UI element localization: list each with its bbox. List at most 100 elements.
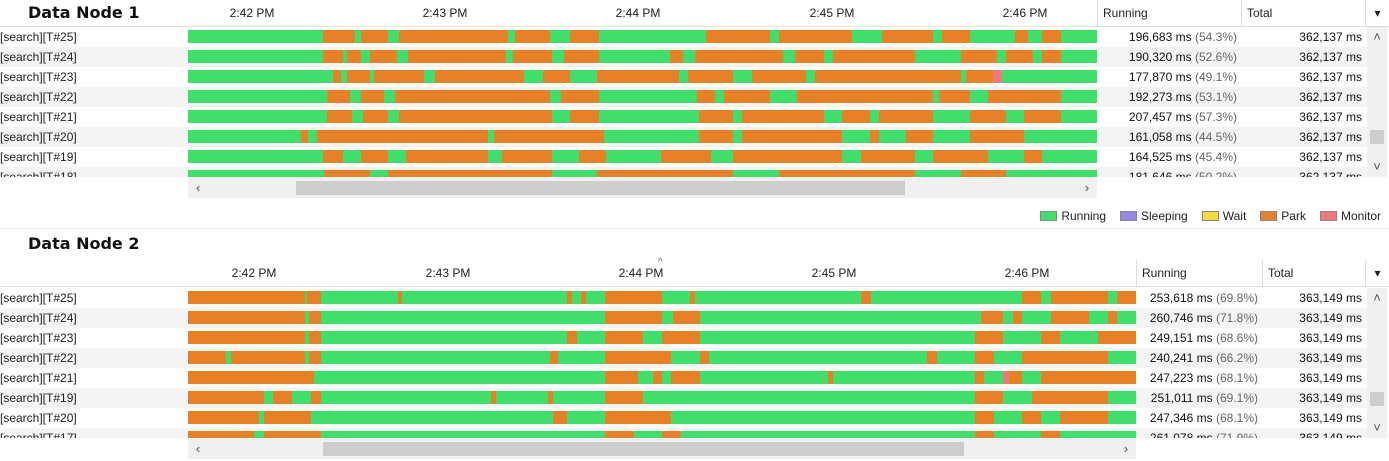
park-segment xyxy=(515,30,550,43)
scroll-right-icon[interactable]: › xyxy=(1123,441,1129,456)
running-segment xyxy=(842,150,861,163)
thread-row[interactable]: [search][T#22] 192,273 ms (53.1%) 362,137 … xyxy=(0,87,1367,107)
thread-row[interactable]: [search][T#25] 196,683 ms (54.3%) 362,137 … xyxy=(0,27,1367,47)
running-segment xyxy=(1022,311,1051,324)
running-time-cell: 260,746 ms (71.8%) xyxy=(1136,308,1262,328)
running-time-cell: 251,011 ms (69.1%) xyxy=(1136,388,1262,408)
park-segment xyxy=(188,311,305,324)
horizontal-scrollbar[interactable]: ‹ › xyxy=(188,439,1136,459)
thread-name: [search][T#23] xyxy=(0,331,77,345)
vertical-scrollbar[interactable]: ˄ ˅ xyxy=(1367,288,1387,438)
running-column-header[interactable]: Running xyxy=(1097,0,1241,26)
vertical-scrollbar[interactable]: ˄ ˅ xyxy=(1367,27,1387,177)
scroll-left-icon[interactable]: ‹ xyxy=(195,441,201,456)
panel-title: Data Node 1 xyxy=(28,3,140,22)
park-segment xyxy=(374,70,425,83)
park-segment xyxy=(273,391,293,404)
thread-timeline xyxy=(188,90,1097,103)
thread-row[interactable]: [search][T#24] 260,746 ms (71.8%) 363,149 … xyxy=(0,308,1367,328)
thread-timeline xyxy=(188,50,1097,63)
scroll-down-icon[interactable]: ˅ xyxy=(1373,420,1381,435)
park-segment xyxy=(605,291,662,304)
running-time: 249,151 ms xyxy=(1149,331,1213,345)
running-segment xyxy=(292,391,312,404)
monitor-segment xyxy=(1003,371,1009,384)
park-segment xyxy=(751,70,807,83)
park-segment xyxy=(263,431,321,438)
running-segment xyxy=(320,351,551,364)
thread-name: [search][T#24] xyxy=(0,311,77,325)
running-segment xyxy=(424,70,436,83)
running-segment xyxy=(699,371,828,384)
thread-list: [search][T#25] 196,683 ms (54.3%) 362,137 … xyxy=(0,27,1367,177)
thread-row[interactable]: [search][T#21] 247,223 ms (68.1%) 363,149 … xyxy=(0,368,1367,388)
data-node-2-panel: Data Node 2 2:42 PM 2:43 PM 2:44 PM ^ 2:… xyxy=(0,232,1389,461)
running-segment xyxy=(551,150,579,163)
park-segment xyxy=(1060,411,1108,424)
park-segment xyxy=(815,70,961,83)
thread-row[interactable]: [search][T#25] 253,618 ms (69.8%) 363,149 … xyxy=(0,288,1367,308)
column-menu-icon[interactable]: ▾ xyxy=(1365,0,1389,26)
thread-row[interactable]: [search][T#22] 240,241 ms (66.2%) 363,149 … xyxy=(0,348,1367,368)
running-segment xyxy=(699,311,981,324)
thread-row[interactable]: [search][T#23] 177,870 ms (49.1%) 362,137 … xyxy=(0,67,1367,87)
scroll-up-icon[interactable]: ˄ xyxy=(1373,290,1381,305)
running-segment xyxy=(987,150,1025,163)
panel-title: Data Node 2 xyxy=(28,234,140,253)
thread-row[interactable]: [search][T#17] 261,078 ms (71.9%) 363,149 … xyxy=(0,428,1367,438)
horizontal-scrollbar[interactable]: ‹ › xyxy=(188,178,1097,198)
scroll-thumb[interactable] xyxy=(296,181,905,195)
running-time: 181,646 ms xyxy=(1128,170,1192,177)
thread-row[interactable]: [search][T#18] 181,646 ms (50.2%) 362,137 … xyxy=(0,167,1367,177)
thread-row[interactable]: [search][T#20] 247,346 ms (68.1%) 363,149 … xyxy=(0,408,1367,428)
scroll-left-icon[interactable]: ‹ xyxy=(195,180,201,195)
park-segment xyxy=(662,431,681,438)
running-segment xyxy=(783,50,796,63)
thread-row[interactable]: [search][T#20] 161,058 ms (44.5%) 362,137 … xyxy=(0,127,1367,147)
park-segment xyxy=(309,331,321,344)
running-segment xyxy=(842,130,870,143)
running-percent: (44.5%) xyxy=(1194,130,1237,144)
thread-row[interactable]: [search][T#23] 249,151 ms (68.6%) 363,149 … xyxy=(0,328,1367,348)
park-segment xyxy=(974,431,994,438)
park-segment xyxy=(398,110,552,123)
park-segment xyxy=(861,291,871,304)
running-segment xyxy=(311,411,553,424)
park-segment xyxy=(360,90,385,103)
scroll-down-icon[interactable]: ˅ xyxy=(1373,159,1381,174)
total-column-header[interactable]: Total xyxy=(1241,0,1365,26)
scroll-right-icon[interactable]: › xyxy=(1084,180,1090,195)
park-segment xyxy=(491,391,497,404)
total-column-header[interactable]: Total xyxy=(1262,260,1365,286)
park-segment xyxy=(906,130,934,143)
running-segment xyxy=(997,50,1007,63)
park-segment xyxy=(1024,110,1061,123)
thread-row[interactable]: [search][T#24] 190,320 ms (52.6%) 362,137 … xyxy=(0,47,1367,67)
running-segment xyxy=(680,431,975,438)
scroll-thumb[interactable] xyxy=(1370,130,1384,144)
thread-row[interactable]: [search][T#21] 207,457 ms (57.3%) 362,137 … xyxy=(0,107,1367,127)
column-menu-icon[interactable]: ▾ xyxy=(1365,260,1389,286)
thread-row[interactable]: [search][T#19] 251,011 ms (69.1%) 363,149 … xyxy=(0,388,1367,408)
running-time-cell: 247,223 ms (68.1%) xyxy=(1136,368,1262,388)
park-segment xyxy=(317,130,488,143)
park-segment xyxy=(322,150,343,163)
running-time: 196,683 ms xyxy=(1128,30,1192,44)
running-segment xyxy=(320,311,606,324)
running-segment xyxy=(1060,431,1136,438)
running-segment xyxy=(969,30,1016,43)
running-time-cell: 253,618 ms (69.8%) xyxy=(1136,288,1262,308)
running-segment xyxy=(662,371,672,384)
running-column-header[interactable]: Running xyxy=(1136,260,1262,286)
park-segment xyxy=(980,311,1004,324)
thread-row[interactable]: [search][T#19] 164,525 ms (45.4%) 362,137 … xyxy=(0,147,1367,167)
park-segment xyxy=(1022,351,1108,364)
running-segment xyxy=(769,30,779,43)
scroll-up-icon[interactable]: ˄ xyxy=(1373,29,1381,44)
scroll-thumb[interactable] xyxy=(323,442,964,456)
running-segment xyxy=(984,371,1004,384)
park-segment xyxy=(927,351,937,364)
monitor-segment xyxy=(993,70,1003,83)
scroll-thumb[interactable] xyxy=(1370,392,1384,406)
running-segment xyxy=(598,50,670,63)
